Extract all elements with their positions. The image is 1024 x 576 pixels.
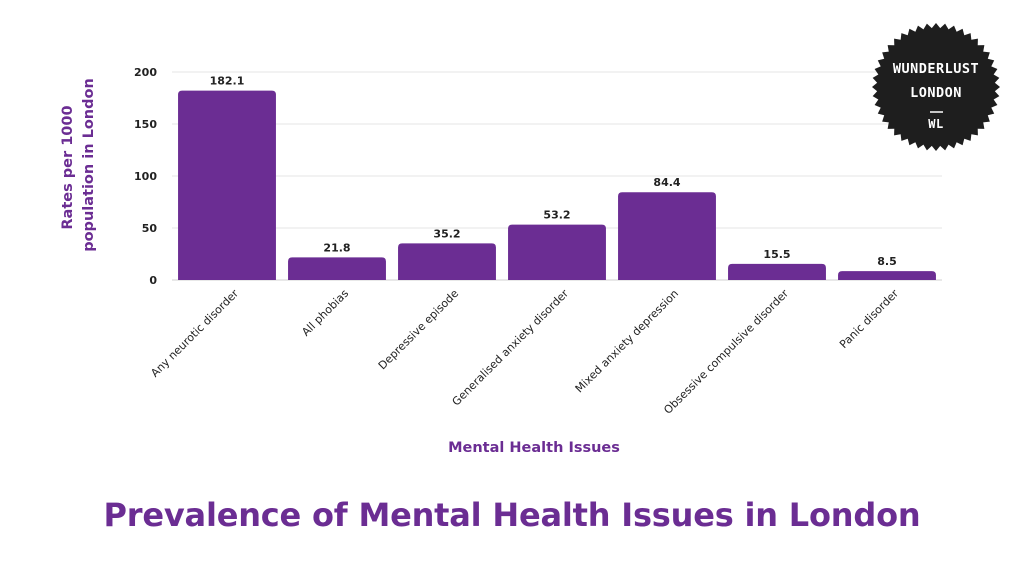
data-label-4: 53.2 (543, 209, 570, 222)
data-label-2: 21.8 (323, 241, 350, 254)
bar-5 (618, 192, 716, 280)
bar-7 (838, 271, 936, 280)
category-label-7: Panic disorder (837, 287, 901, 351)
page-title: Prevalence of Mental Health Issues in Lo… (103, 496, 921, 534)
category-label-4: Generalised anxiety disorder (450, 287, 572, 409)
bar-3 (398, 243, 496, 280)
y-tick-label: 0 (149, 274, 157, 287)
category-label-2: All phobias (299, 287, 351, 339)
y-tick-label: 100 (134, 170, 157, 183)
category-label-3: Depressive episode (376, 287, 461, 372)
bar-1 (178, 90, 276, 280)
wunderlust-london-logo: WUNDERLUST LONDON WL (872, 23, 1000, 151)
y-tick-label: 200 (134, 66, 157, 79)
data-label-5: 84.4 (653, 176, 680, 189)
y-tick-label: 50 (142, 222, 158, 235)
bar-2 (288, 257, 386, 280)
logo-line-2: LONDON (910, 85, 962, 101)
y-tick-label: 150 (134, 118, 157, 131)
y-axis-title: Rates per 1000 population in London (60, 78, 97, 252)
bars (178, 90, 936, 280)
data-label-6: 15.5 (763, 248, 790, 261)
y-axis-ticks: 0 50 100 150 200 (134, 66, 157, 287)
logo-badge (872, 23, 1000, 151)
category-label-1: Any neurotic disorder (148, 287, 241, 380)
data-label-1: 182.1 (210, 75, 245, 88)
logo-monogram: WL (928, 117, 943, 131)
category-label-6: Obsessive compulsive disorder (661, 287, 791, 417)
bar-6 (728, 263, 826, 280)
data-label-7: 8.5 (877, 255, 897, 268)
bar-4 (508, 224, 606, 280)
logo-line-1: WUNDERLUST (893, 61, 979, 77)
category-label-5: Mixed anxiety depression (573, 287, 681, 395)
data-labels: 182.1 21.8 35.2 53.2 84.4 15.5 8.5 (210, 75, 897, 269)
x-axis-title: Mental Health Issues (448, 440, 620, 456)
bar-chart: 0 50 100 150 200 182.1 21.8 35.2 53.2 84.4 15.5 8.… (60, 66, 942, 456)
x-axis-category-labels: Any neurotic disorder All phobias Depressi… (148, 287, 901, 417)
data-label-3: 35.2 (433, 227, 460, 240)
